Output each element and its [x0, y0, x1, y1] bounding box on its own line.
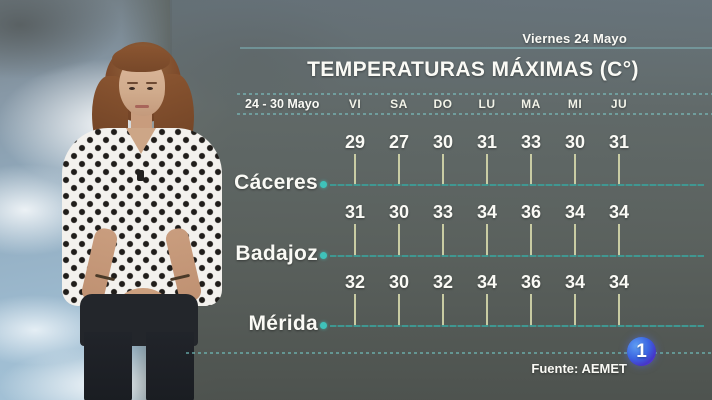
city-axis-dot	[320, 252, 327, 259]
temp-value: 34	[608, 202, 630, 222]
la1-channel-logo: 1	[627, 337, 656, 366]
city-axis-line	[330, 184, 704, 186]
temp-value: 31	[608, 132, 630, 152]
presenter-eyebrow	[127, 82, 138, 84]
presenter-eye	[147, 87, 153, 90]
tick-mark	[618, 154, 620, 185]
tick-mark	[354, 294, 356, 326]
day-header-ju: JU	[610, 97, 628, 111]
presenter-neck	[131, 112, 152, 132]
temp-value: 34	[476, 272, 498, 292]
broadcast-date: Viernes 24 Mayo	[522, 31, 627, 46]
presenter-mouth	[135, 105, 149, 108]
tick-mark	[442, 224, 444, 256]
temp-value: 32	[344, 272, 366, 292]
temp-value: 36	[520, 272, 542, 292]
tick-mark	[574, 154, 576, 185]
tick-mark	[354, 224, 356, 256]
temp-value: 32	[432, 272, 454, 292]
temp-value: 30	[388, 272, 410, 292]
temp-value: 34	[564, 272, 586, 292]
temp-value: 30	[432, 132, 454, 152]
presenter-left-leg	[84, 332, 132, 400]
tick-mark	[486, 224, 488, 256]
day-header-vi: VI	[348, 97, 362, 111]
forecast-panel	[170, 0, 712, 400]
city-axis-dot	[320, 181, 327, 188]
city-label-merida: Mérida	[248, 312, 318, 335]
day-header-mi: MI	[567, 97, 583, 111]
tick-mark	[398, 294, 400, 326]
tick-mark	[354, 154, 356, 185]
tick-mark	[398, 224, 400, 256]
weather-presenter	[50, 38, 230, 400]
tick-mark	[486, 154, 488, 185]
header-divider-line	[240, 47, 712, 49]
dotted-divider-top	[237, 93, 712, 95]
tick-mark	[574, 294, 576, 326]
tick-mark	[398, 154, 400, 185]
source-credit: Fuente: AEMET	[531, 361, 627, 376]
lavalier-mic	[137, 170, 144, 181]
temp-value: 34	[476, 202, 498, 222]
temp-value: 34	[608, 272, 630, 292]
footer-dotted-line	[186, 352, 712, 354]
week-range-label: 24 - 30 Mayo	[245, 97, 320, 111]
temp-value: 31	[344, 202, 366, 222]
day-header-do: DO	[433, 97, 453, 111]
tick-mark	[530, 224, 532, 256]
dotted-divider-bottom	[237, 113, 712, 115]
tick-mark	[486, 294, 488, 326]
presenter-hair-fringe	[112, 46, 170, 72]
tick-mark	[530, 154, 532, 185]
temp-value: 36	[520, 202, 542, 222]
page-title: TEMPERATURAS MÁXIMAS (C°)	[307, 58, 639, 81]
tick-mark	[442, 154, 444, 185]
city-axis-line	[330, 325, 704, 327]
presenter-right-leg	[146, 332, 194, 400]
temp-value: 31	[476, 132, 498, 152]
tick-mark	[618, 224, 620, 256]
tick-mark	[530, 294, 532, 326]
tick-mark	[442, 294, 444, 326]
temp-value: 27	[388, 132, 410, 152]
city-axis-dot	[320, 322, 327, 329]
city-axis-line	[330, 255, 704, 257]
presenter-eyebrow	[146, 82, 157, 84]
temp-value: 33	[520, 132, 542, 152]
day-header-lu: LU	[478, 97, 496, 111]
tick-mark	[618, 294, 620, 326]
temp-value: 30	[564, 132, 586, 152]
city-label-badajoz: Badajoz	[235, 242, 318, 265]
temp-value: 30	[388, 202, 410, 222]
presenter-eye	[129, 87, 135, 90]
tick-mark	[574, 224, 576, 256]
temp-value: 29	[344, 132, 366, 152]
temp-value: 34	[564, 202, 586, 222]
temp-value: 33	[432, 202, 454, 222]
day-header-sa: SA	[390, 97, 408, 111]
city-label-caceres: Cáceres	[234, 171, 318, 194]
day-header-ma: MA	[521, 97, 541, 111]
